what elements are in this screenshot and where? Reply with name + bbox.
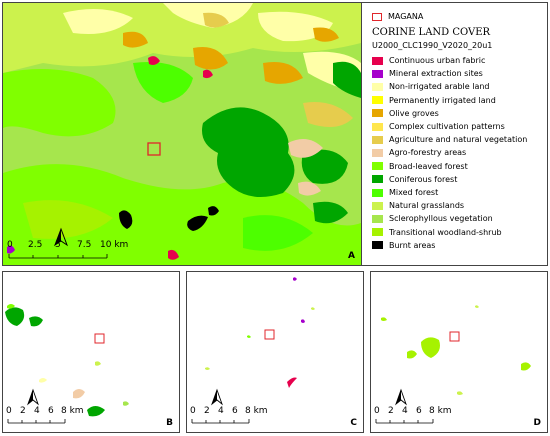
legend-swatch bbox=[372, 148, 383, 157]
legend-entry: Agriculture and natural vegetation bbox=[372, 134, 527, 145]
legend-swatch bbox=[372, 228, 383, 237]
scale-tick-0: 0 bbox=[190, 406, 196, 416]
land-cover-map-d bbox=[375, 305, 531, 424]
legend-swatch bbox=[372, 82, 383, 91]
legend-label: Agro-forestry areas bbox=[389, 148, 467, 158]
legend-entry: Mineral extraction sites bbox=[372, 68, 483, 79]
map-panel-c[interactable]: 0 2 4 6 8 km C bbox=[186, 271, 364, 433]
scale-tick-2: 5 bbox=[55, 240, 61, 250]
legend-swatch bbox=[372, 214, 383, 223]
legend-label: Sclerophyllous vegetation bbox=[389, 214, 493, 224]
panel-letter-d: D bbox=[533, 418, 541, 428]
map-panel-d[interactable]: 0 2 4 6 8 km D bbox=[370, 271, 548, 433]
legend-entry: Agro-forestry areas bbox=[372, 147, 466, 158]
legend-label: Non-irrigated arable land bbox=[389, 82, 490, 92]
map-panel-b[interactable]: 0 2 4 6 8 km B bbox=[2, 271, 180, 433]
legend-entry: Broad-leaved forest bbox=[372, 161, 468, 172]
panel-letter-a: A bbox=[348, 251, 355, 261]
legend-label: Mineral extraction sites bbox=[389, 69, 483, 79]
legend-entry: Continuous urban fabric bbox=[372, 55, 485, 66]
scale-tick-2: 4 bbox=[34, 406, 40, 416]
legend-label: Mixed forest bbox=[389, 188, 439, 197]
map-legend: MAGANA CORINE LAND COVER U2000_CLC1990_V… bbox=[362, 2, 548, 266]
scale-tick-4: 8 km bbox=[61, 406, 84, 416]
land-cover-map-a bbox=[3, 3, 361, 265]
scale-tick-1: 2 bbox=[388, 406, 394, 416]
legend-label: Burnt areas bbox=[389, 240, 436, 250]
legend-entry: Non-irrigated arable land bbox=[372, 81, 490, 92]
legend-swatch bbox=[372, 109, 383, 118]
legend-label: Olive groves bbox=[389, 108, 439, 118]
scale-tick-1: 2.5 bbox=[28, 240, 43, 250]
legend-entry: Olive groves bbox=[372, 108, 439, 119]
legend-aoi-label: MAGANA bbox=[388, 12, 424, 21]
legend-label: Agriculture and natural vegetation bbox=[389, 135, 528, 145]
scale-tick-0: 0 bbox=[6, 406, 12, 416]
scale-tick-3: 6 bbox=[416, 406, 422, 416]
legend-entry: Natural grasslands bbox=[372, 200, 464, 211]
legend-entry: Permanently irrigated land bbox=[372, 95, 496, 106]
legend-entry: Sclerophyllous vegetation bbox=[372, 213, 493, 224]
scale-tick-2: 4 bbox=[402, 406, 408, 416]
aoi-swatch bbox=[372, 12, 382, 21]
legend-swatch bbox=[372, 188, 383, 197]
scale-tick-0: 0 bbox=[374, 406, 380, 416]
land-cover-map-b bbox=[5, 304, 129, 424]
legend-swatch bbox=[372, 162, 383, 171]
legend-entry: Transitional woodland-shrub bbox=[372, 227, 502, 238]
scale-tick-3: 6 bbox=[48, 406, 54, 416]
scale-tick-3: 6 bbox=[232, 406, 238, 416]
scale-tick-4: 8 km bbox=[245, 406, 268, 416]
legend-label: Broad-leaved forest bbox=[389, 161, 468, 171]
land-cover-map-c bbox=[191, 277, 315, 424]
legend-label: Coniferous forest bbox=[389, 174, 458, 184]
legend-label: Permanently irrigated land bbox=[389, 95, 496, 105]
legend-entry: Complex cultivation patterns bbox=[372, 121, 505, 132]
scale-tick-1: 2 bbox=[204, 406, 210, 416]
legend-swatch bbox=[372, 122, 383, 131]
map-panel-a[interactable]: 0 2.5 5 7.5 10 km A bbox=[2, 2, 362, 266]
scale-tick-0: 0 bbox=[7, 240, 13, 250]
scale-tick-4: 8 km bbox=[429, 406, 452, 416]
legend-label: Complex cultivation patterns bbox=[389, 122, 505, 131]
legend-layer-name: U2000_CLC1990_V2020_20u1 bbox=[372, 41, 493, 50]
panel-letter-b: B bbox=[166, 418, 173, 428]
legend-entry: Mixed forest bbox=[372, 187, 438, 198]
legend-swatch bbox=[372, 96, 383, 105]
legend-entry: Coniferous forest bbox=[372, 174, 457, 185]
legend-swatch bbox=[372, 201, 383, 210]
legend-swatch bbox=[372, 241, 383, 250]
legend-label: Continuous urban fabric bbox=[389, 56, 486, 65]
legend-swatch bbox=[372, 175, 383, 184]
scale-tick-4: 10 km bbox=[100, 240, 129, 250]
legend-swatch bbox=[372, 69, 383, 78]
scale-tick-3: 7.5 bbox=[77, 240, 92, 250]
scale-tick-1: 2 bbox=[20, 406, 26, 416]
legend-swatch bbox=[372, 135, 383, 144]
legend-label: Natural grasslands bbox=[389, 201, 465, 211]
legend-entry: Burnt areas bbox=[372, 240, 435, 251]
legend-title: CORINE LAND COVER bbox=[372, 27, 491, 38]
legend-label: Transitional woodland-shrub bbox=[389, 227, 502, 237]
panel-letter-c: C bbox=[350, 418, 357, 428]
scale-tick-2: 4 bbox=[218, 406, 224, 416]
legend-swatch bbox=[372, 56, 383, 65]
legend-aoi-entry: MAGANA bbox=[372, 12, 423, 21]
